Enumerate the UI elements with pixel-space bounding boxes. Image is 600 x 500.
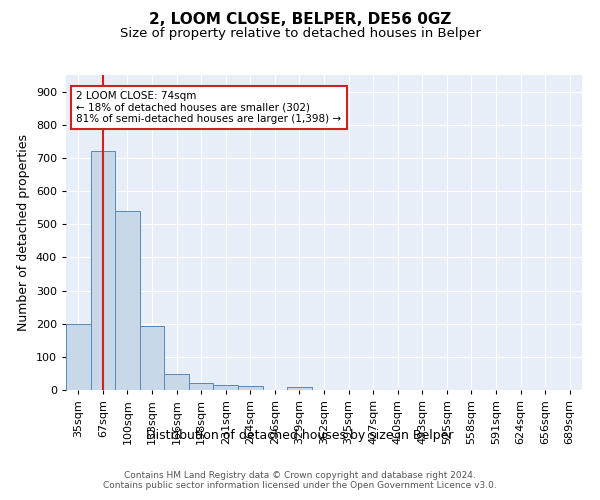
Y-axis label: Number of detached properties: Number of detached properties	[17, 134, 30, 331]
Bar	[214, 385, 238, 390]
Text: Distribution of detached houses by size in Belper: Distribution of detached houses by size …	[146, 428, 454, 442]
Text: 2, LOOM CLOSE, BELPER, DE56 0GZ: 2, LOOM CLOSE, BELPER, DE56 0GZ	[149, 12, 451, 28]
Bar	[91, 152, 115, 390]
Bar	[287, 386, 312, 390]
Bar	[140, 326, 164, 390]
Text: Size of property relative to detached houses in Belper: Size of property relative to detached ho…	[119, 28, 481, 40]
Bar	[238, 386, 263, 390]
Text: 2 LOOM CLOSE: 74sqm
← 18% of detached houses are smaller (302)
81% of semi-detac: 2 LOOM CLOSE: 74sqm ← 18% of detached ho…	[76, 91, 341, 124]
Text: Contains HM Land Registry data © Crown copyright and database right 2024.
Contai: Contains HM Land Registry data © Crown c…	[103, 470, 497, 490]
Bar	[66, 324, 91, 390]
Bar	[189, 383, 214, 390]
Bar	[115, 211, 140, 390]
Bar	[164, 374, 189, 390]
